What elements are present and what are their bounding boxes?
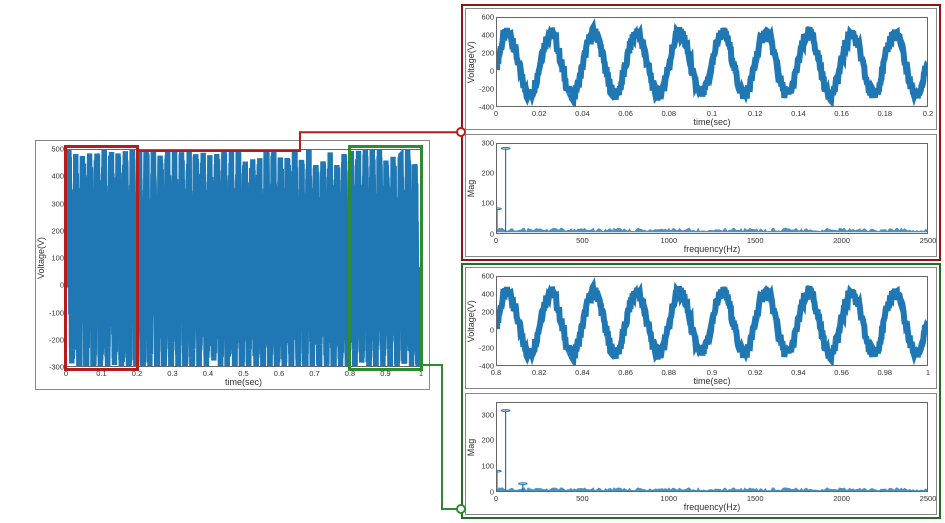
red-detail-group: Voltage(V) 00.020.040.060.080.10.120.140… [465,8,937,257]
green-time-chart: Voltage(V) 0.80.820.840.860.880.90.920.9… [465,267,937,389]
y-ticks: 0100200300 [474,402,494,492]
right-panel: Voltage(V) 00.020.040.060.080.10.120.140… [440,0,945,523]
red-time-x-label: time(sec) [496,117,928,127]
main-x-label: time(sec) [66,377,421,387]
green-detail-group: Voltage(V) 0.80.820.840.860.880.90.920.9… [465,267,937,516]
plot-area [496,276,928,366]
red-time-chart: Voltage(V) 00.020.040.060.080.10.120.140… [465,8,937,130]
green-freq-x-label: frequency(Hz) [496,502,928,512]
y-ticks: -400-2000200400600 [474,276,494,366]
y-ticks: -400-2000200400600 [474,17,494,107]
main-plot-area [66,149,421,367]
y-ticks: 0100200300 [474,143,494,233]
plot-area [496,143,928,233]
left-panel: Voltage(V) 00.10.20.30.40.50.60.70.80.91… [0,0,440,523]
red-freq-chart: Mag 05001000150020002500 0100200300 freq… [465,134,937,256]
green-freq-chart: Mag 05001000150020002500 0100200300 freq… [465,393,937,515]
green-time-x-label: time(sec) [496,376,928,386]
red-freq-x-label: frequency(Hz) [496,244,928,254]
figure-container: Voltage(V) 00.10.20.30.40.50.60.70.80.91… [0,0,945,523]
plot-area [496,17,928,107]
main-y-ticks: -300-200-1000100200300400500 [44,149,64,367]
main-voltage-chart: Voltage(V) 00.10.20.30.40.50.60.70.80.91… [35,140,430,390]
plot-area [496,402,928,492]
